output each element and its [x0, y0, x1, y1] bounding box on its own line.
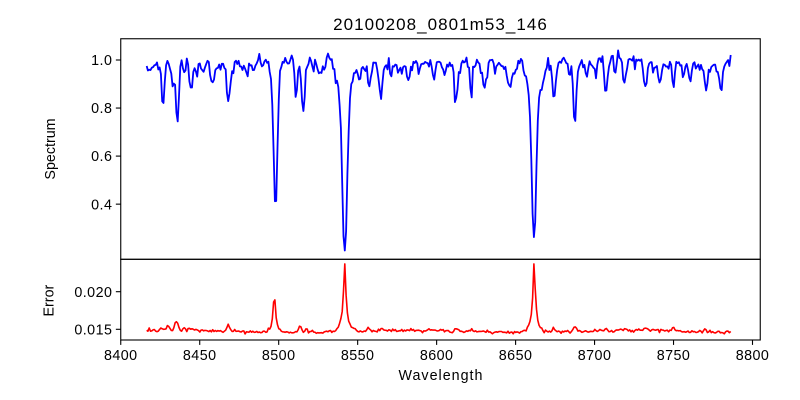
svg-text:8750: 8750 [657, 348, 691, 364]
svg-text:8700: 8700 [578, 348, 612, 364]
svg-text:8500: 8500 [262, 348, 296, 364]
svg-text:8550: 8550 [341, 348, 375, 364]
svg-text:8800: 8800 [736, 348, 770, 364]
svg-text:1.0: 1.0 [91, 53, 112, 69]
svg-text:8400: 8400 [104, 348, 138, 364]
svg-text:8600: 8600 [420, 348, 454, 364]
svg-text:0.4: 0.4 [91, 197, 112, 213]
svg-text:8650: 8650 [499, 348, 533, 364]
svg-text:20100208_0801m53_146: 20100208_0801m53_146 [333, 15, 548, 34]
svg-text:0.020: 0.020 [74, 285, 112, 301]
svg-text:Wavelength: Wavelength [399, 368, 484, 384]
svg-text:Error: Error [41, 284, 57, 316]
svg-text:8450: 8450 [183, 348, 217, 364]
svg-text:0.8: 0.8 [91, 101, 112, 117]
svg-text:0.015: 0.015 [74, 322, 112, 338]
svg-text:Spectrum: Spectrum [43, 118, 59, 179]
svg-text:0.6: 0.6 [91, 149, 112, 165]
